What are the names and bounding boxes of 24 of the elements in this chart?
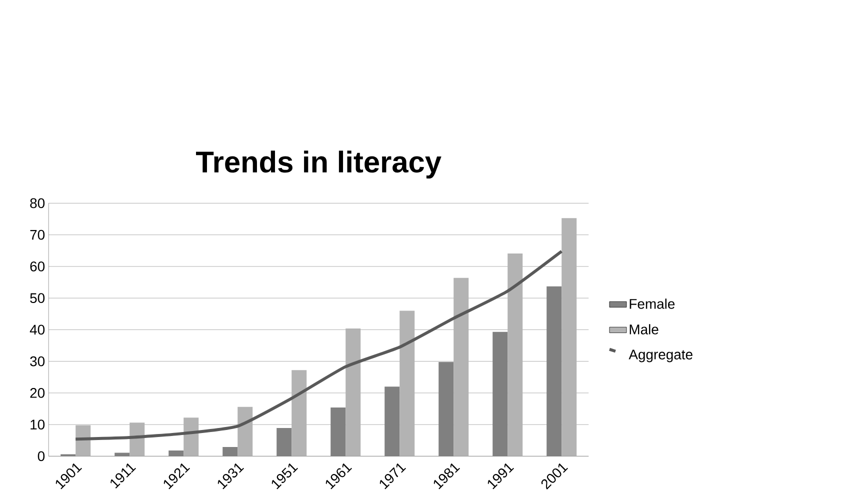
y-tick-label: 20 — [30, 388, 45, 398]
bar — [184, 418, 199, 456]
line-series — [74, 250, 564, 441]
bar — [454, 278, 469, 456]
y-tick-label: 30 — [30, 356, 45, 366]
y-tick-label: 70 — [30, 230, 45, 240]
bar — [562, 218, 577, 456]
y-tick-label: 80 — [30, 198, 45, 208]
y-tick-label: 50 — [30, 293, 45, 304]
y-tick-label: 60 — [30, 262, 45, 272]
chart-title: Trends in literacy — [196, 150, 442, 179]
bar — [238, 406, 253, 456]
y-tick-label: 0 — [38, 451, 45, 462]
bar — [346, 328, 361, 456]
bar — [130, 422, 145, 456]
bar — [400, 310, 415, 456]
legend-label: Female — [630, 298, 675, 309]
y-tick-label: 10 — [30, 420, 45, 430]
bar — [508, 253, 523, 456]
bar — [76, 425, 91, 456]
legend-label: Male — [630, 324, 658, 334]
bar — [292, 370, 307, 456]
y-tick-label: 40 — [30, 324, 45, 335]
legend-label: Aggregate — [628, 350, 692, 362]
